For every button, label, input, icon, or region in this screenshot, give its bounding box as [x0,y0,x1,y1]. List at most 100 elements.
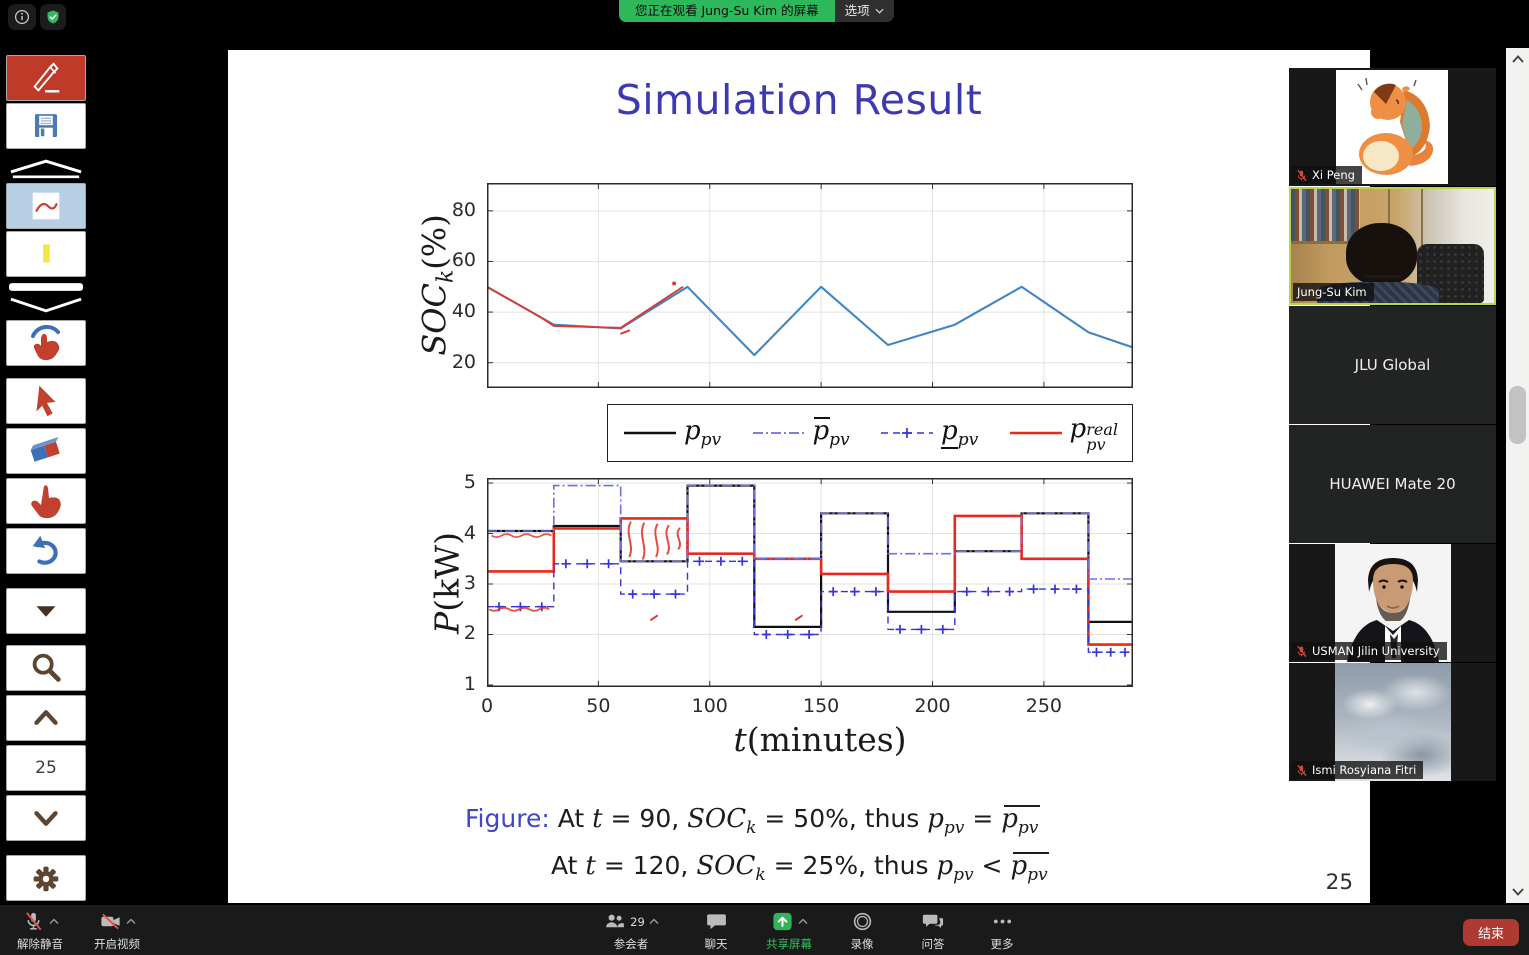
soc-y-tick-label: 80 [451,198,476,221]
chevron-up-icon[interactable] [798,918,808,925]
participants-panel: Xi Peng Jung-Su Kim JLU Global HUAWEI Mate … [1289,68,1496,782]
collapse-down[interactable] [6,294,86,314]
scroll-up-icon[interactable] [1506,48,1529,70]
chart-legend: ppv ppv ppv p real pv [607,404,1133,462]
p-y-tick-label: 3 [463,572,476,594]
pointer-tool[interactable] [6,378,86,424]
page-number[interactable]: 25 [6,745,86,791]
scroll-down-icon[interactable] [1506,881,1529,903]
participant-tile-usman-jilin-university[interactable]: USMAN Jilin University [1289,544,1496,662]
soc-y-tick-label: 20 [451,350,476,373]
participant-tile-huawei-mate-20[interactable]: HUAWEI Mate 20 [1289,425,1496,543]
options-button[interactable]: 选项 [834,0,894,22]
chevron-down-wide-icon [10,297,82,313]
muted-mic-icon [1297,764,1307,776]
save-icon [34,114,58,138]
pointer-icon [36,385,56,417]
participant-name: Ismi Rosyiana Fitri [1312,763,1417,777]
panel-scrollbar[interactable] [1506,48,1529,903]
screen-share-banner: 您正在观看 Jung-Su Kim 的屏幕 选项 [619,0,894,22]
chevron-up-icon[interactable] [649,918,659,925]
collapse-up[interactable] [6,157,86,181]
share-screen-icon [772,912,792,931]
muted-mic-icon [1297,645,1307,657]
chevron-up-icon [34,710,58,725]
start-video-button[interactable]: 开启视频 [72,909,162,952]
participant-image [1336,70,1448,184]
swipe-icon [31,324,60,361]
bar-icon [8,283,84,291]
soc-y-axis-label: SOCk(%) [415,214,459,356]
options-label: 选项 [844,3,870,18]
swipe-tool[interactable] [6,320,86,366]
chat-button[interactable]: 聊天 [671,909,761,952]
eraser-icon [30,436,60,462]
security-shield-icon[interactable] [40,4,66,30]
chevron-down-icon [34,811,58,826]
participant-tile-ismi-rosyiana-fitri[interactable]: Ismi Rosyiana Fitri [1289,663,1496,781]
participant-tile-jung-su-kim[interactable]: Jung-Su Kim [1289,187,1496,305]
participant-name: Jung-Su Kim [1297,285,1367,299]
eraser-tool[interactable] [6,428,86,474]
scrollbar-thumb[interactable] [1509,386,1526,444]
pen-tool[interactable] [6,55,86,101]
legend-item-p_under_pv: ppv [879,415,978,450]
page-up[interactable] [6,695,86,741]
participant-tile-jlu-global[interactable]: JLU Global [1289,306,1496,424]
meeting-toolbar: 结束 解除静音 开启视频 29 参会者 聊天 共享屏幕 录像 问答 更多 [0,905,1529,955]
participant-name-tag: Jung-Su Kim [1293,283,1374,301]
share-screen-button[interactable]: 共享屏幕 [744,909,834,952]
highlight-tool[interactable] [6,231,86,277]
chevron-up-icon[interactable] [49,918,59,925]
chevron-up-icon[interactable] [126,918,136,925]
menu-dropdown[interactable] [6,588,86,634]
more-button-label: 更多 [990,937,1014,951]
legend-item-p_bar_pv: ppv [751,416,850,450]
participant-tile-xi-peng[interactable]: Xi Peng [1289,68,1496,186]
legend-label: p real pv [1069,413,1118,454]
undo-tool[interactable] [6,528,86,574]
slide-title: Simulation Result [615,76,983,124]
qa-button[interactable]: 问答 [888,909,978,952]
settings-tool[interactable] [6,855,86,901]
more-button[interactable]: 更多 [957,909,1047,952]
x-tick-label: 200 [914,695,951,717]
curve-tool[interactable] [6,183,86,229]
divider-bar[interactable] [6,281,86,293]
mic-muted-icon [25,912,41,931]
hand-tool[interactable] [6,478,86,524]
legend-line-sample [1009,431,1062,435]
page-down[interactable] [6,795,86,841]
participants-icon [606,914,625,928]
legend-label: ppv [812,415,850,451]
info-icon[interactable] [8,4,36,30]
participants-button[interactable]: 29 参会者 [586,909,676,952]
x-tick-label: 100 [691,695,728,717]
participant-name-center: HUAWEI Mate 20 [1329,475,1456,493]
participant-name-center: JLU Global [1354,356,1431,374]
participant-name: Xi Peng [1312,168,1355,182]
record-icon [853,912,871,931]
unmute-button[interactable]: 解除静音 [0,909,85,952]
unmute-button-label: 解除静音 [17,937,63,951]
zoom-search-tool[interactable] [6,645,86,691]
charizard-cartoon [1357,77,1434,175]
start-video-button-label: 开启视频 [94,937,140,951]
more-icon [993,919,1011,924]
p-y-tick-label: 4 [463,521,476,544]
save-tool[interactable] [6,103,86,149]
legend-item-p_pv_real: p real pv [1008,413,1118,454]
hand-icon [31,485,61,519]
page-number-label: 25 [35,758,57,778]
soc-y-tick-label: 60 [451,249,476,272]
record-button[interactable]: 录像 [817,909,907,952]
p-y-tick-label: 1 [463,672,476,695]
undo-icon [32,535,58,565]
qa-button-label: 问答 [921,937,945,951]
legend-item-p_pv: ppv [622,416,721,450]
record-button-label: 录像 [850,937,874,951]
caption-line-1: Figure: At t = 90, SOCk = 50%, thus ppv … [465,804,1039,839]
end-meeting-button[interactable]: 结束 [1463,919,1519,946]
legend-line-sample [752,432,805,434]
